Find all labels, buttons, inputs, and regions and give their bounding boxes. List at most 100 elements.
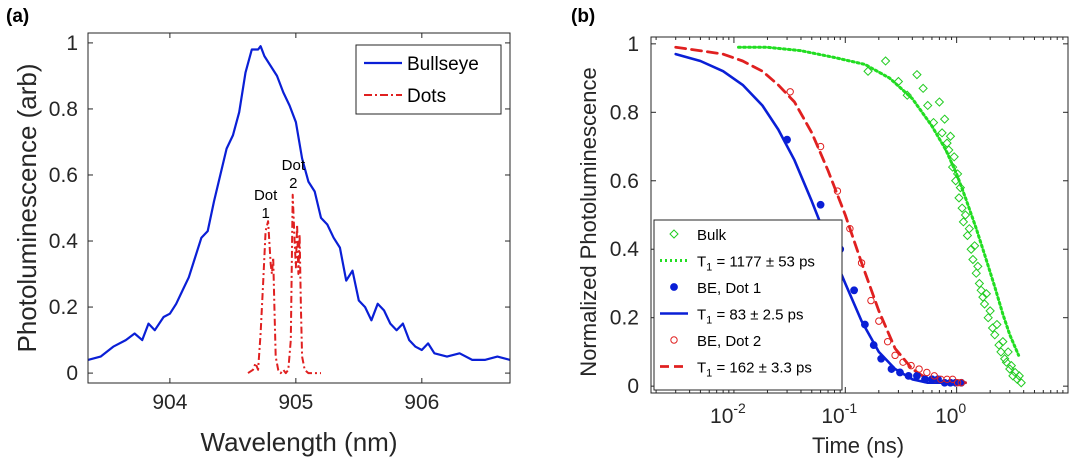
data-point-bulk (1001, 357, 1012, 367)
y-tick-label: 0 (627, 375, 639, 398)
data-point-be-dot-2 (948, 375, 957, 384)
data-point-bulk (947, 162, 958, 172)
y-tick-label: 1 (627, 33, 639, 56)
data-point-be-dot-2 (953, 379, 962, 387)
data-point-bulk (1005, 364, 1015, 374)
data-point-bulk (974, 278, 985, 289)
data-point-be-dot-2 (833, 187, 842, 195)
panel-b-legend-entries: Bulk T1 = 1177 ± 53 ps BE, Dot 1 T1 = 83 ± … (660, 227, 815, 380)
data-point-bulk (981, 289, 992, 299)
data-point-bulk (1006, 360, 1017, 371)
data-point-be-dot-1 (816, 200, 825, 209)
data-point-bulk (934, 97, 945, 107)
y-tick-label: 1 (66, 32, 78, 55)
annotation-dot-2-label: Dot (282, 157, 306, 174)
y-tick-label: 0.8 (49, 98, 78, 121)
data-point-be-dot-1 (887, 365, 896, 373)
data-point-bulk (950, 176, 961, 186)
y-tick-label: 0.6 (49, 164, 78, 187)
panel-b-x-axis-label: Time (ns) (812, 433, 904, 458)
legend-2-marker (670, 283, 678, 291)
data-point-bulk (990, 330, 1000, 340)
data-point-bulk (968, 254, 978, 265)
y-tick-label: 0.4 (49, 230, 79, 253)
data-point-bulk (880, 56, 891, 66)
panel-b-axes-box (650, 36, 1069, 394)
data-point-be-dot-2 (875, 317, 883, 325)
panel-a: (a) 904 905 906 0 0.2 0.4 0.6 0.8 1 Wavelength … (6, 6, 511, 457)
legend-5-label: T1 = 162 ± 3.3 ps (697, 360, 812, 380)
data-point-be-dot-2 (957, 379, 965, 387)
data-point-be-dot-1 (896, 368, 904, 377)
data-point-bulk (969, 241, 980, 251)
data-point-bulk (958, 217, 969, 227)
data-point-bulk (893, 76, 904, 87)
panel-a-legend-box (355, 44, 502, 115)
data-point-bulk (960, 210, 971, 220)
data-point-bulk (918, 83, 928, 94)
panel-b: (b) 10-2 10-1 100 0 0.2 0.4 0.6 0.8 1 Time (ns)… (571, 6, 1069, 458)
legend-4-marker (670, 336, 678, 344)
panel-a-plot-area (87, 45, 511, 375)
panel-a-legend: Bullseye Dots (355, 44, 502, 115)
data-point-be-dot-1 (877, 354, 886, 363)
legend-3-label: T1 = 83 ± 2.5 ps (697, 307, 804, 327)
data-point-bulk (1010, 367, 1020, 378)
data-point-be-dot-1 (860, 320, 869, 329)
data-point-bulk (979, 299, 990, 309)
data-point-be-dot-1 (850, 286, 859, 295)
panel-a-y-axis-label: Photoluminescence (arb) (12, 63, 42, 352)
legend-4-label: BE, Dot 2 (697, 333, 761, 350)
data-point-bulk (863, 66, 873, 76)
data-point-bulk (944, 145, 954, 155)
panel-a-x-ticks: 904 905 906 (152, 33, 439, 414)
panel-b-x-ticks: 10-2 10-1 100 (655, 37, 1069, 428)
x-tick-label: 906 (404, 391, 439, 414)
data-point-be-dot-2 (786, 88, 794, 96)
data-point-be-dot-2 (883, 337, 892, 346)
annotation-dot-1-label: Dot (254, 187, 278, 204)
data-point-bulk (992, 319, 1002, 330)
data-point-bulk (957, 203, 967, 213)
data-point-bulk (966, 244, 976, 254)
panel-b-y-axis-label: Normalized Photoluminescence (576, 67, 601, 376)
data-point-bulk (1016, 378, 1026, 388)
data-point-bulk (937, 128, 947, 138)
panel-b-legend-box (653, 219, 843, 391)
data-point-be-dot-1 (913, 371, 921, 380)
x-tick-label: 10-1 (821, 400, 857, 428)
data-point-be-dot-2 (915, 365, 923, 373)
panel-b-y-ticks: 0 0.2 0.4 0.6 0.8 1 (610, 33, 1068, 398)
fit-line-bulk-fit (737, 45, 1021, 357)
data-point-be-dot-2 (930, 372, 938, 380)
data-point-bulk (939, 114, 950, 124)
data-point-bulk (1008, 371, 1018, 381)
legend-1-label: T1 = 1177 ± 53 ps (697, 254, 815, 274)
data-point-be-dot-2 (891, 351, 899, 360)
legend-bullseye-label: Bullseye (407, 54, 479, 75)
data-point-be-dot-2 (943, 375, 951, 384)
annotation-dot-2-number: 2 (289, 175, 297, 192)
panel-a-axes-box (87, 32, 511, 384)
data-point-bulk (1003, 347, 1013, 357)
data-point-bulk (962, 230, 973, 241)
data-point-bulk (902, 90, 912, 100)
data-point-bulk (964, 223, 975, 234)
y-tick-label: 0 (66, 362, 78, 385)
y-tick-label: 0.4 (610, 238, 640, 261)
data-point-be-dot-2 (907, 361, 915, 370)
y-tick-label: 0.2 (610, 307, 639, 330)
annotation-dot-1-number: 1 (261, 205, 269, 222)
series-line-dots (247, 193, 321, 375)
panel-a-x-axis-label: Wavelength (nm) (201, 427, 398, 457)
legend-0-marker (669, 229, 679, 239)
data-point-bulk (1014, 371, 1024, 381)
data-point-bulk (949, 152, 959, 162)
y-tick-label: 0.2 (49, 296, 78, 319)
data-point-bulk (923, 100, 933, 111)
data-point-bulk (971, 268, 981, 278)
panel-b-label: (b) (571, 6, 595, 27)
data-point-bulk (928, 117, 939, 128)
